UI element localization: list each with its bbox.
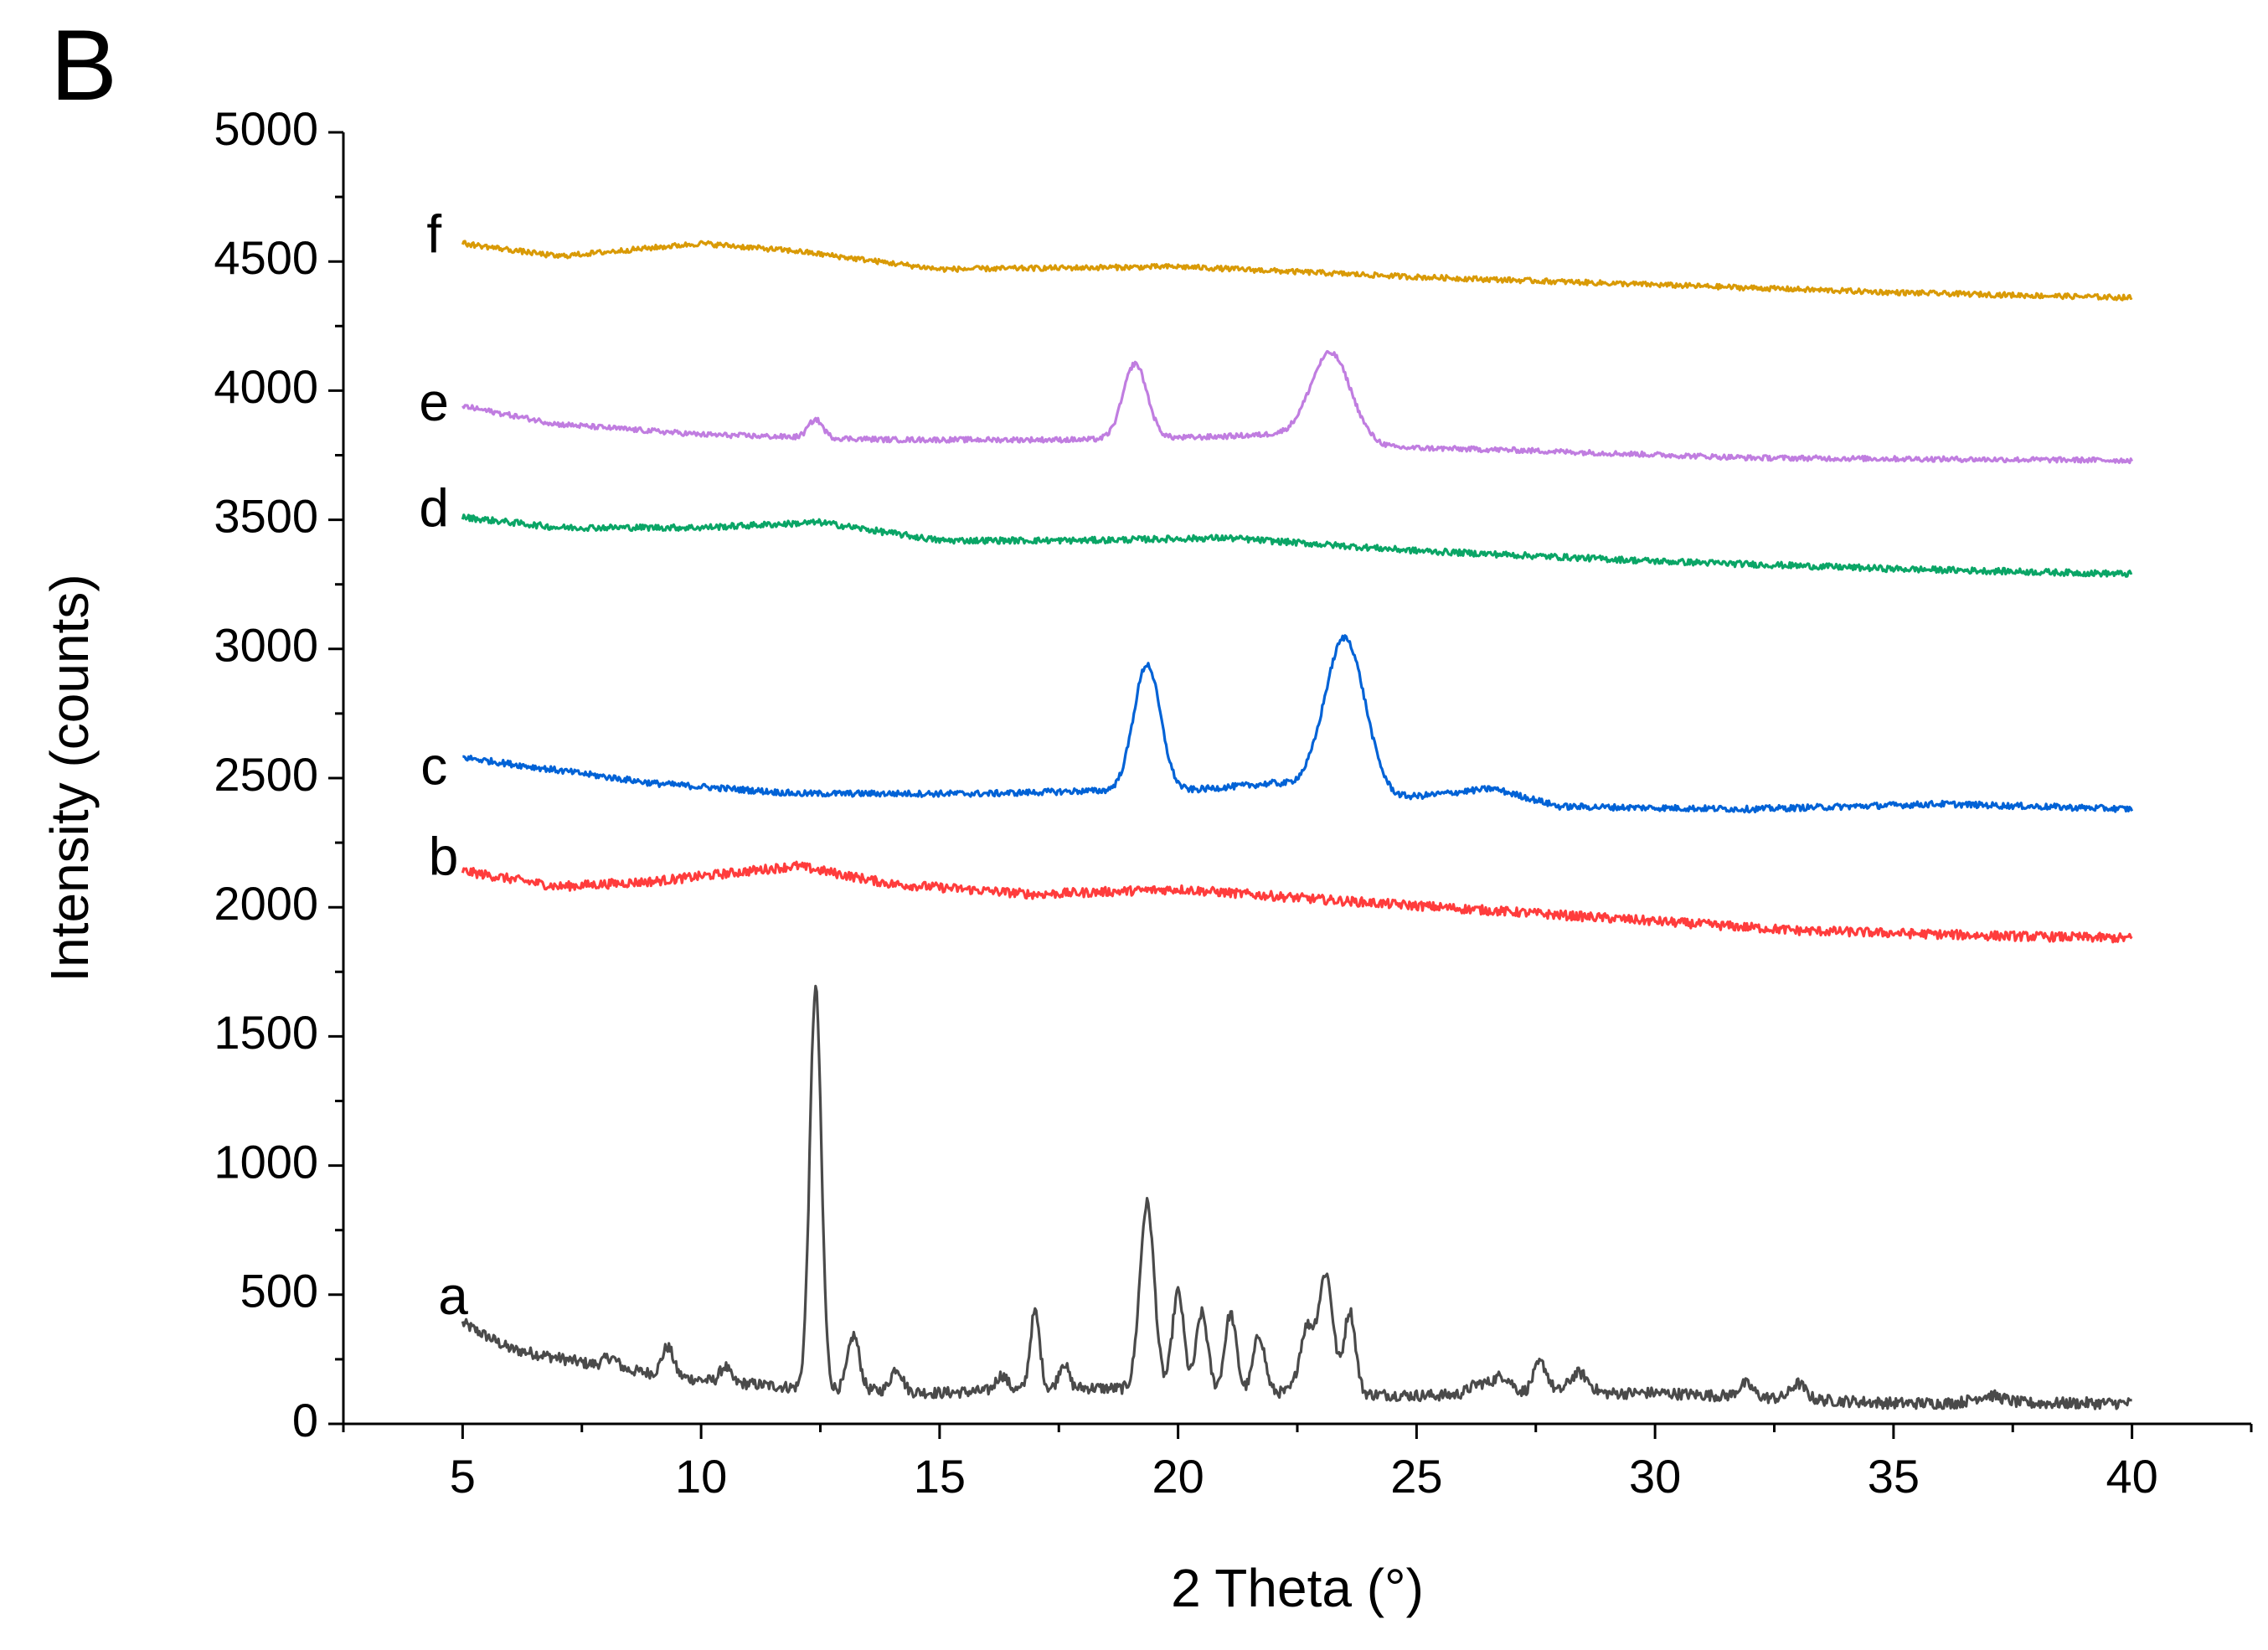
series-label-f: f xyxy=(426,204,441,264)
axes-layer: 0 500 1000 1500 2000 2500 3000 3500 4000 4500 5000… xyxy=(214,102,2253,1503)
y-axis-title: Intensity (counts) xyxy=(39,574,100,982)
series-line-d xyxy=(461,513,2133,578)
y-tick-label-3000: 3000 xyxy=(214,619,318,672)
y-tick-label-4000: 4000 xyxy=(214,360,318,413)
x-tick-label-10: 10 xyxy=(675,1450,727,1503)
y-tick-label-4500: 4500 xyxy=(214,231,318,284)
y-tick-label-1500: 1500 xyxy=(214,1006,318,1059)
y-tick-label-2000: 2000 xyxy=(214,877,318,930)
series-line-a xyxy=(461,984,2132,1410)
y-tick-label-500: 500 xyxy=(240,1265,318,1317)
series-label-c: c xyxy=(420,736,447,797)
series-line-c xyxy=(462,634,2134,814)
y-tick-label-3500: 3500 xyxy=(214,489,318,542)
x-tick-label-30: 30 xyxy=(1629,1450,1681,1503)
series-layer: a bc de f xyxy=(419,204,2134,1410)
x-tick-label-25: 25 xyxy=(1390,1450,1442,1503)
x-tick-label-35: 35 xyxy=(1868,1450,1920,1503)
y-tick-label-2500: 2500 xyxy=(214,748,318,801)
x-tick-label-15: 15 xyxy=(914,1450,966,1503)
series-label-a: a xyxy=(438,1266,468,1326)
y-tick-label-1000: 1000 xyxy=(214,1135,318,1188)
series-label-d: d xyxy=(419,477,449,538)
series-label-b: b xyxy=(429,827,459,887)
x-axis-title: 2 Theta (°) xyxy=(1171,1558,1424,1618)
x-tick-label-40: 40 xyxy=(2106,1450,2157,1503)
panel-letter: B xyxy=(50,9,118,121)
y-tick-label-0: 0 xyxy=(292,1394,318,1446)
series-line-b xyxy=(461,860,2133,944)
x-tick-label-5: 5 xyxy=(450,1450,476,1503)
series-line-f xyxy=(461,240,2133,302)
series-label-e: e xyxy=(419,372,449,432)
x-tick-label-20: 20 xyxy=(1152,1450,1204,1503)
series-line-e xyxy=(461,349,2134,465)
y-tick-label-5000: 5000 xyxy=(214,102,318,155)
